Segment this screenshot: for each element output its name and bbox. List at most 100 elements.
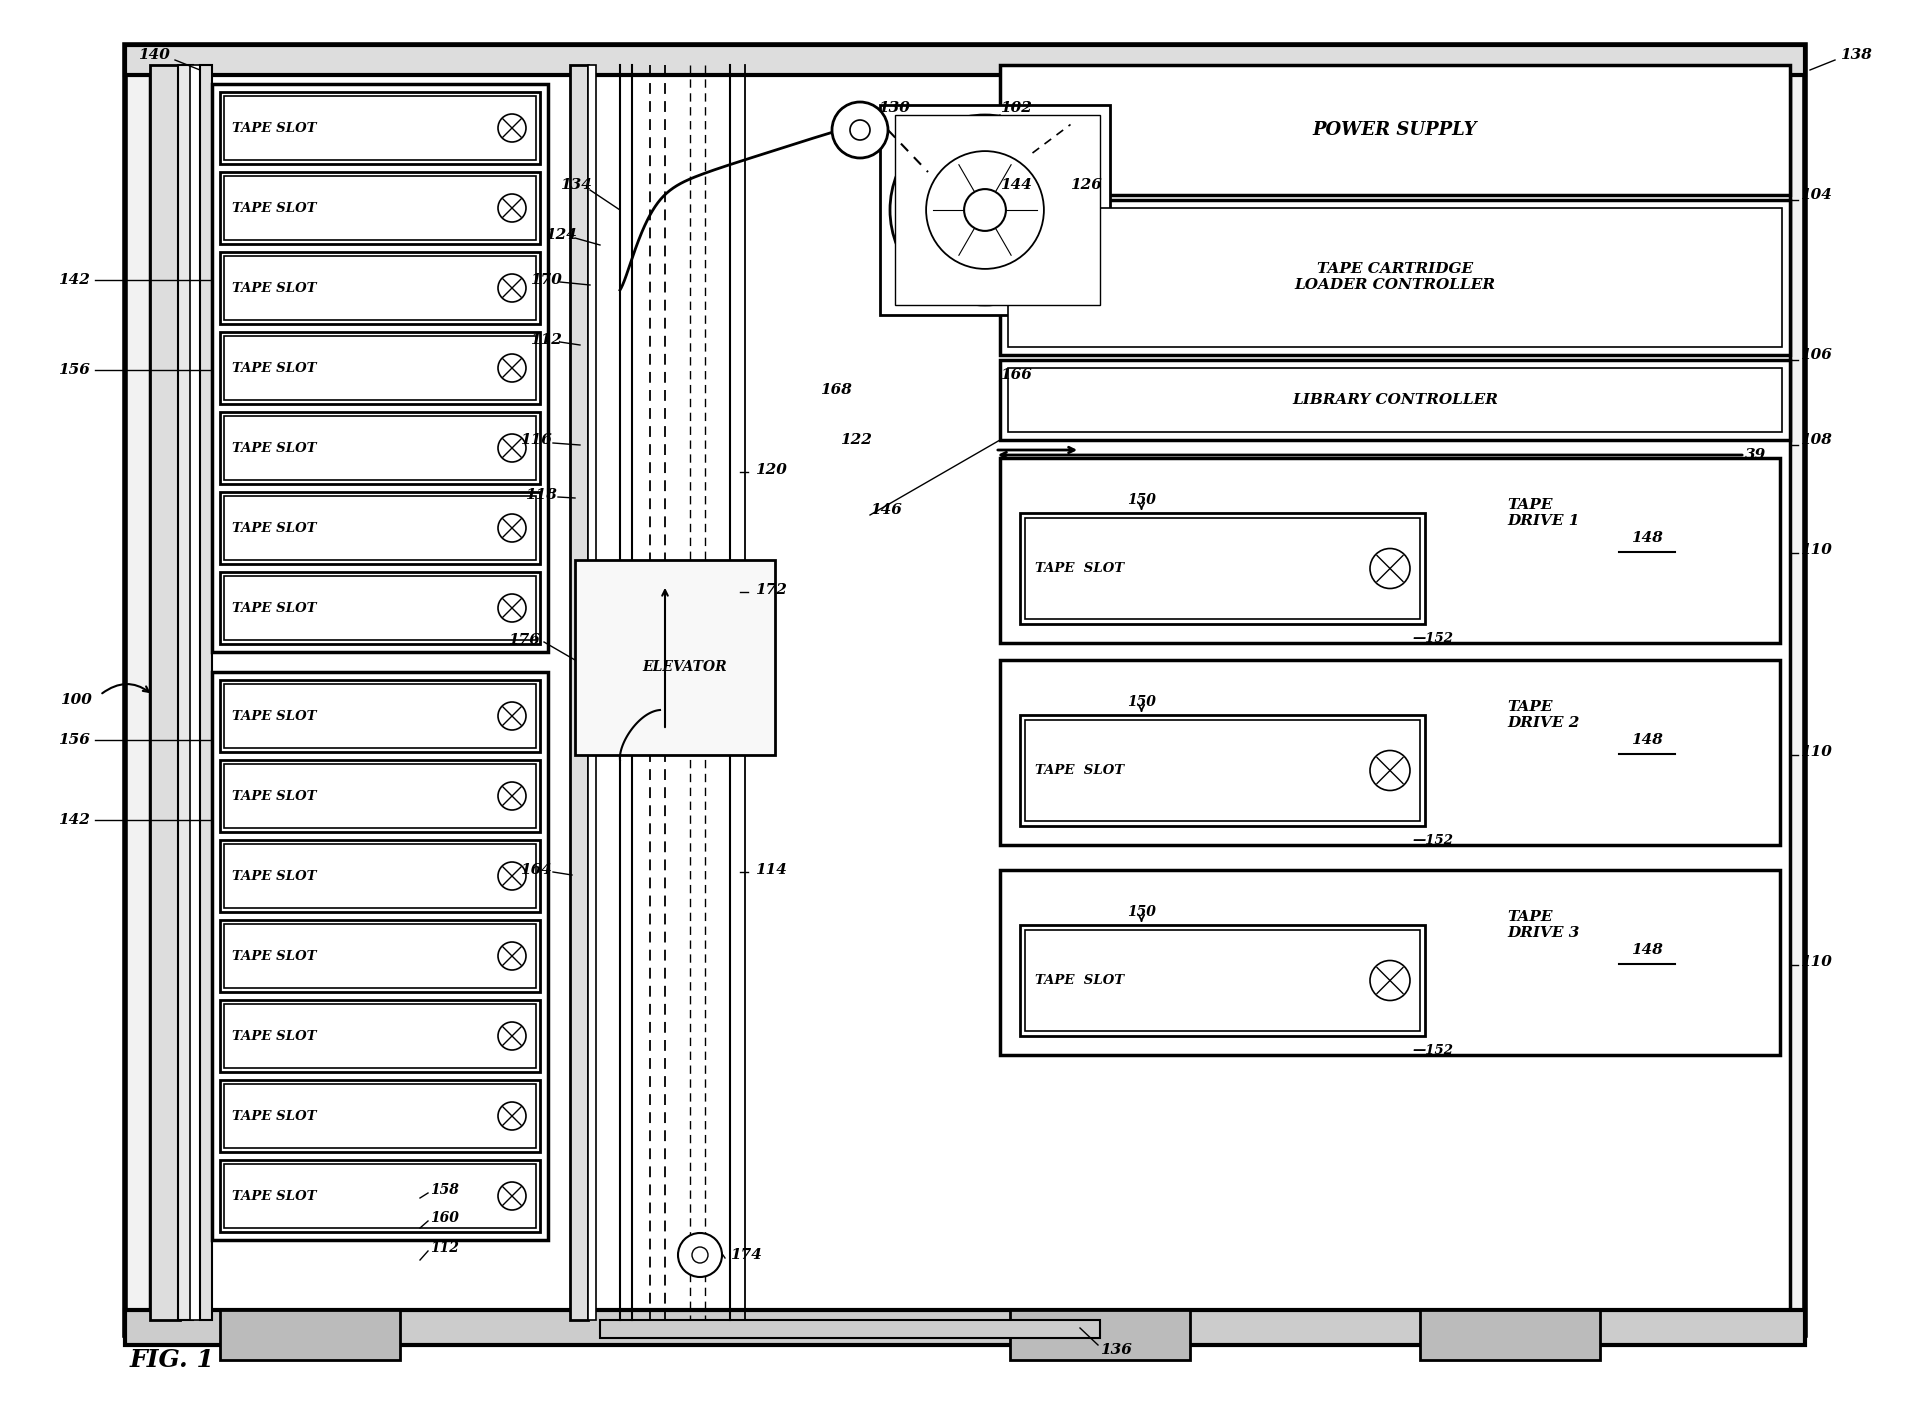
Bar: [1020, 925, 1425, 1036]
Text: TAPE SLOT: TAPE SLOT: [232, 1189, 317, 1202]
Bar: [1421, 1310, 1599, 1360]
Text: —152: —152: [1411, 632, 1453, 644]
Text: FIG. 1: FIG. 1: [131, 1348, 215, 1372]
Circle shape: [497, 194, 526, 222]
Text: 170: 170: [530, 272, 563, 286]
Text: 140: 140: [138, 48, 169, 62]
Text: 122: 122: [841, 432, 872, 446]
Text: TAPE SLOT: TAPE SLOT: [232, 601, 317, 615]
Bar: [211, 84, 547, 651]
Bar: [225, 95, 536, 160]
Bar: [225, 1164, 536, 1228]
Bar: [221, 491, 540, 564]
Circle shape: [497, 1022, 526, 1050]
Bar: [150, 65, 180, 1320]
Circle shape: [964, 190, 1006, 230]
Circle shape: [678, 1233, 722, 1278]
Bar: [1025, 720, 1421, 821]
Circle shape: [497, 354, 526, 382]
Circle shape: [1371, 751, 1409, 790]
Bar: [125, 45, 1805, 1335]
Bar: [1000, 65, 1789, 195]
Bar: [1025, 929, 1421, 1031]
Text: 138: 138: [1839, 48, 1872, 62]
Bar: [179, 65, 194, 1320]
Text: 142: 142: [58, 813, 90, 827]
Circle shape: [925, 152, 1044, 270]
Text: 150: 150: [1127, 493, 1156, 507]
Circle shape: [497, 514, 526, 542]
Text: 118: 118: [524, 489, 557, 503]
Circle shape: [497, 862, 526, 890]
Text: TAPE SLOT: TAPE SLOT: [232, 1029, 317, 1043]
Text: TAPE SLOT: TAPE SLOT: [232, 441, 317, 455]
Bar: [221, 251, 540, 324]
Text: TAPE SLOT: TAPE SLOT: [232, 709, 317, 723]
Text: 110: 110: [1801, 955, 1832, 969]
Circle shape: [1371, 960, 1409, 1001]
Bar: [1020, 715, 1425, 826]
Bar: [221, 571, 540, 644]
Text: 156: 156: [58, 733, 90, 747]
Circle shape: [497, 1102, 526, 1130]
Bar: [225, 1004, 536, 1068]
Text: TAPE SLOT: TAPE SLOT: [232, 281, 317, 295]
Text: 134: 134: [561, 178, 591, 192]
Text: LIBRARY CONTROLLER: LIBRARY CONTROLLER: [1292, 393, 1498, 407]
Circle shape: [891, 115, 1079, 305]
Text: 176: 176: [509, 633, 540, 647]
Bar: [225, 496, 536, 560]
Text: TAPE SLOT: TAPE SLOT: [232, 789, 317, 803]
Bar: [221, 1000, 540, 1073]
Bar: [221, 680, 540, 753]
Text: —152: —152: [1411, 1045, 1453, 1057]
Bar: [1000, 660, 1780, 845]
Bar: [190, 65, 200, 1320]
Bar: [225, 764, 536, 828]
Text: TAPE  SLOT: TAPE SLOT: [1035, 764, 1123, 776]
Bar: [225, 844, 536, 908]
Bar: [225, 416, 536, 480]
Bar: [1008, 208, 1782, 347]
Text: 166: 166: [1000, 368, 1031, 382]
Text: 116: 116: [520, 432, 551, 446]
Text: TAPE SLOT: TAPE SLOT: [232, 361, 317, 375]
Text: 144: 144: [1000, 178, 1031, 192]
Circle shape: [497, 782, 526, 810]
Text: TAPE SLOT: TAPE SLOT: [232, 521, 317, 535]
Text: 112: 112: [530, 333, 563, 347]
Text: TAPE SLOT: TAPE SLOT: [232, 1109, 317, 1123]
Text: 112: 112: [430, 1241, 459, 1255]
Text: ELEVATOR: ELEVATOR: [643, 660, 728, 674]
Text: TAPE
DRIVE 1: TAPE DRIVE 1: [1507, 498, 1580, 528]
Bar: [200, 65, 211, 1320]
Bar: [221, 920, 540, 993]
Bar: [221, 411, 540, 484]
Bar: [225, 924, 536, 988]
Bar: [225, 256, 536, 320]
Text: 158: 158: [430, 1184, 459, 1198]
Text: 110: 110: [1801, 543, 1832, 557]
Bar: [221, 331, 540, 404]
Text: 106: 106: [1801, 348, 1832, 362]
Text: POWER SUPPLY: POWER SUPPLY: [1313, 121, 1476, 139]
Bar: [588, 65, 595, 1320]
Bar: [1000, 359, 1789, 439]
Text: 168: 168: [820, 383, 852, 397]
Text: —152: —152: [1411, 834, 1453, 847]
Text: 148: 148: [1632, 733, 1663, 747]
Circle shape: [497, 274, 526, 302]
Bar: [879, 105, 1110, 314]
Circle shape: [851, 119, 870, 140]
Bar: [1008, 368, 1782, 432]
Bar: [225, 336, 536, 400]
Text: 142: 142: [58, 272, 90, 286]
Text: TAPE  SLOT: TAPE SLOT: [1035, 562, 1123, 576]
Bar: [895, 115, 1100, 305]
Circle shape: [497, 594, 526, 622]
Text: 150: 150: [1127, 695, 1156, 709]
Text: 164: 164: [520, 863, 551, 878]
Bar: [150, 65, 1789, 1320]
Bar: [1020, 512, 1425, 623]
Bar: [221, 173, 540, 244]
